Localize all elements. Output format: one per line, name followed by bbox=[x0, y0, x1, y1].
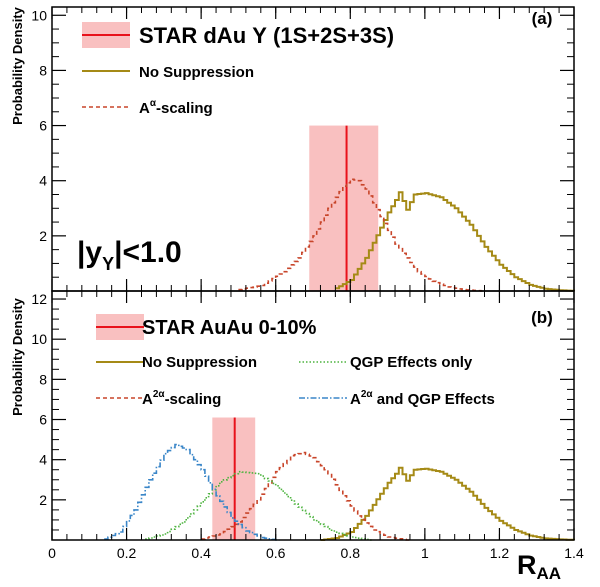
y-tick-label: 2 bbox=[39, 492, 47, 508]
x-axis-label-main: R bbox=[517, 550, 537, 580]
legend-label: STAR AuAu 0-10% bbox=[142, 317, 317, 339]
y-axis-label-b: Probability Density bbox=[10, 297, 25, 416]
series-line-solid bbox=[335, 191, 575, 292]
y-tick-label: 4 bbox=[39, 173, 47, 189]
x-axis-label-sub: AA bbox=[537, 564, 562, 582]
legend-label-sup: 2α bbox=[153, 389, 166, 400]
x-tick-label: 0.2 bbox=[117, 545, 137, 561]
y-tick-label: 4 bbox=[39, 452, 47, 468]
legend-label: A2α-scaling bbox=[142, 389, 221, 408]
plot-frame bbox=[51, 290, 575, 541]
annotation-base: |y bbox=[77, 236, 102, 269]
x-axis-label: RAA bbox=[517, 550, 561, 582]
series-line-solid bbox=[320, 466, 575, 541]
legend-label-base: A bbox=[139, 100, 150, 117]
rapidity-annotation: |yΥ|<1.0 bbox=[77, 236, 182, 274]
x-tick-label: 0.4 bbox=[191, 545, 211, 561]
x-tick-label: 0 bbox=[48, 545, 56, 561]
y-tick-label: 10 bbox=[31, 7, 47, 23]
y-tick-label: 8 bbox=[39, 371, 47, 387]
axis-labels: Probability Density Probability Density … bbox=[10, 6, 561, 583]
series-line-dashdot bbox=[104, 443, 280, 541]
legend-label: STAR dAu Υ (1S+2S+3S) bbox=[139, 23, 394, 48]
series-line-dashed bbox=[238, 178, 485, 292]
legend-label: Aα-scaling bbox=[139, 98, 213, 117]
y-tick-label: 6 bbox=[39, 412, 47, 428]
legend-label-sup: 2α bbox=[361, 389, 374, 400]
x-tick-label: 0.6 bbox=[266, 545, 286, 561]
legend-label-rest: -scaling bbox=[165, 391, 222, 408]
x-tick-label: 1.2 bbox=[490, 545, 510, 561]
legend-label-sup: α bbox=[150, 98, 157, 109]
legend-label: No Suppression bbox=[139, 64, 254, 81]
panel-label: (b) bbox=[531, 308, 553, 327]
annotation-sub: Υ bbox=[102, 254, 114, 274]
x-tick-label: 0.8 bbox=[341, 545, 361, 561]
y-tick-label: 10 bbox=[31, 331, 47, 347]
legend-label: A2α and QGP Effects bbox=[350, 389, 495, 408]
legend-label: QGP Effects only bbox=[350, 354, 473, 371]
legend-label: No Suppression bbox=[142, 354, 257, 371]
legend-label-rest: and QGP Effects bbox=[373, 391, 495, 408]
y-tick-label: 2 bbox=[39, 228, 47, 244]
y-axis-label-a: Probability Density bbox=[10, 6, 25, 125]
y-tick-label: 6 bbox=[39, 118, 47, 134]
series-line-dotted bbox=[145, 470, 373, 541]
legend-label-base: A bbox=[350, 391, 361, 408]
series-line-dashed bbox=[201, 451, 410, 541]
panel-a: 2 4 6 8 10 (a) STAR dAu Υ (1S+2S+3S) No Suppres… bbox=[31, 6, 575, 292]
measurement-band bbox=[309, 125, 379, 291]
legend-label-base: A bbox=[142, 391, 153, 408]
x-tick-label: 1.4 bbox=[564, 545, 584, 561]
panel-b: 2 4 6 8 10 12 0 0.2 0.4 0.6 0.8 1 1.2 1.4 (b) STAR AuAu… bbox=[31, 290, 584, 561]
y-tick-label: 8 bbox=[39, 62, 47, 78]
panel-label: (a) bbox=[532, 9, 553, 28]
legend-label-rest: -scaling bbox=[156, 100, 213, 117]
x-tick-label: 1 bbox=[421, 545, 429, 561]
annotation-rest: |<1.0 bbox=[114, 236, 182, 269]
y-tick-label: 12 bbox=[31, 291, 47, 307]
